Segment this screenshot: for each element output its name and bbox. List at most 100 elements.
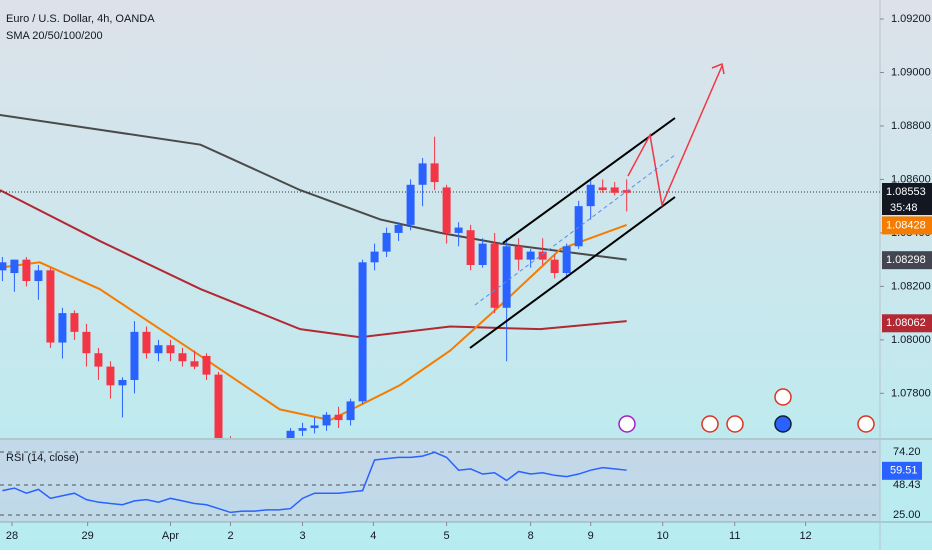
main-pane: [0, 113, 880, 438]
price-tag-label: 1.08553: [886, 186, 926, 198]
x-tick-label: 11: [729, 530, 740, 542]
rsi-tick-label: 48.43: [893, 479, 921, 491]
candle-body: [154, 345, 163, 354]
candle-body: [442, 187, 451, 233]
forecast-arrow: [627, 65, 723, 208]
candle-body: [538, 251, 547, 260]
event-icon: [726, 415, 744, 433]
event-icon: [618, 415, 636, 433]
candle-body: [214, 374, 223, 438]
candle-body: [118, 379, 127, 386]
candle-body: [382, 232, 391, 252]
x-tick-label: 9: [588, 530, 594, 542]
candle-body: [334, 414, 343, 421]
candle-body: [346, 401, 355, 421]
price-tag-label: 1.08298: [886, 254, 926, 266]
sma-line: [0, 113, 627, 261]
price-tag: [882, 251, 932, 270]
x-tick-label: 5: [444, 530, 450, 542]
price-tag: [882, 182, 932, 201]
candle-body: [286, 430, 295, 438]
event-icon: [857, 415, 875, 433]
candle-body: [502, 246, 511, 308]
candle-body: [406, 184, 415, 225]
x-tick-label: 3: [299, 530, 305, 542]
y-tick-label: 1.08800: [891, 120, 931, 132]
candle-body: [178, 353, 187, 362]
candle-body: [130, 331, 139, 380]
candle-body: [466, 230, 475, 265]
rsi-line: [2, 451, 627, 514]
candle-body: [22, 259, 31, 282]
candle-body: [46, 270, 55, 343]
candle-body: [514, 246, 523, 260]
y-tick-label: 1.09000: [891, 66, 931, 78]
x-tick-label: 8: [528, 530, 534, 542]
event-icon: [774, 415, 792, 433]
chart-title: Euro / U.S. Dollar, 4h, OANDA: [6, 13, 155, 25]
candle-body: [70, 313, 79, 332]
candle-body: [166, 345, 175, 354]
candle-body: [0, 262, 7, 271]
candle-body: [82, 331, 91, 354]
sma-line: [0, 189, 627, 339]
event-icon: [701, 415, 719, 433]
x-tick-label: 10: [657, 530, 669, 542]
channel-lower: [469, 196, 676, 349]
candle-body: [10, 259, 19, 274]
y-tick-label: 1.08600: [891, 173, 931, 185]
rsi-pane: [0, 440, 880, 522]
y-tick-label: 1.07800: [891, 387, 931, 399]
x-tick-label: 4: [370, 530, 376, 542]
price-tag: [882, 216, 932, 235]
axes: 1.092001.090001.088001.086001.084001.082…: [6, 13, 932, 542]
candle-body: [562, 246, 571, 274]
candle-body: [58, 313, 67, 343]
candle-body: [34, 270, 43, 282]
candle-body: [190, 361, 199, 367]
price-tag-label: 1.08428: [886, 219, 926, 231]
annotations: [469, 62, 725, 349]
candle-body: [526, 251, 535, 260]
candle-body: [418, 163, 427, 185]
candle-body: [298, 428, 307, 431]
countdown-tag: [882, 200, 932, 215]
candle-body: [94, 353, 103, 367]
candle-body: [574, 206, 583, 247]
y-tick-label: 1.08000: [891, 334, 931, 346]
candle-body: [322, 414, 331, 426]
rsi-tick-label: 25.00: [893, 509, 921, 521]
candle-body: [490, 243, 499, 308]
countdown-label: 35:48: [890, 202, 918, 214]
price-tag-label: 1.08062: [886, 317, 926, 329]
indicator-label: SMA 20/50/100/200: [6, 30, 103, 42]
candle-body: [430, 163, 439, 183]
x-tick-label: 29: [82, 530, 94, 542]
candle-body: [394, 224, 403, 233]
x-tick-label: 28: [6, 530, 18, 542]
candle-body: [106, 366, 115, 386]
rsi-tick-label: 74.20: [893, 446, 921, 458]
candle-body: [202, 355, 211, 375]
rsi-tag: [882, 461, 922, 480]
event-icon: [774, 388, 792, 406]
rsi-label: RSI (14, close): [6, 452, 79, 464]
candle-body: [358, 262, 367, 402]
x-tick-label: Apr: [162, 530, 179, 542]
channel-upper: [502, 117, 676, 244]
event-icons: [618, 388, 875, 433]
x-tick-label: 2: [227, 530, 233, 542]
price-tag: [882, 314, 932, 333]
candle-body: [370, 251, 379, 263]
candle-body: [478, 243, 487, 265]
x-tick-label: 12: [799, 530, 811, 542]
y-tick-label: 1.08200: [891, 280, 931, 292]
y-tick-label: 1.09200: [891, 13, 931, 25]
candle-body: [586, 184, 595, 207]
candle-body: [610, 187, 619, 193]
candle-body: [454, 227, 463, 233]
candle-body: [310, 425, 319, 429]
